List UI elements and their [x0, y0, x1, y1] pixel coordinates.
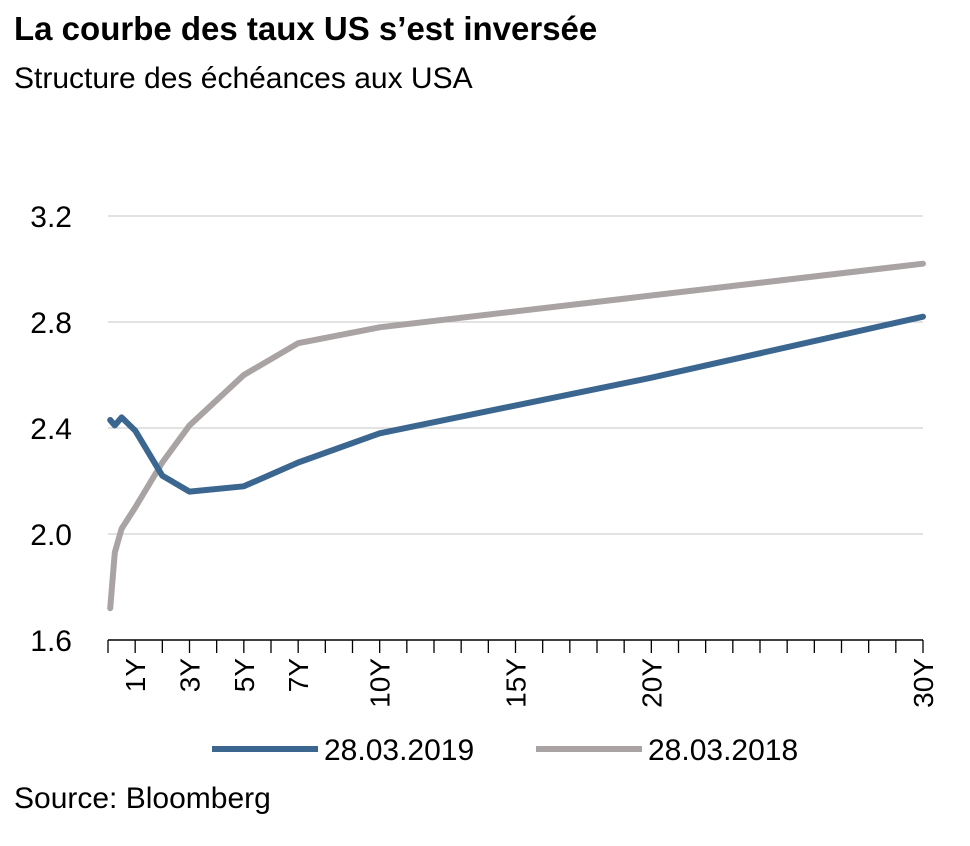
chart-subtitle: Structure des échéances aux USA [14, 62, 473, 95]
x-tick-label: 3Y [175, 658, 206, 693]
series-line [107, 260, 926, 612]
x-axis: 1Y 3Y 5Y 7Y 10Y 15Y 20Y 30Y [107, 639, 939, 708]
x-tick-label: 15Y [501, 658, 532, 708]
x-tick-label: 5Y [229, 658, 260, 693]
legend-label: 28.03.2019 [324, 734, 474, 767]
source-note: Source: Bloomberg [14, 782, 271, 815]
y-tick-label: 2.0 [30, 519, 72, 552]
series-lines [107, 260, 926, 612]
series-line [107, 313, 926, 495]
y-tick-label: 3.2 [30, 201, 72, 234]
y-tick-label: 2.4 [30, 413, 72, 446]
x-tick-label: 30Y [908, 658, 939, 708]
y-axis-ticks: 1.6 2.0 2.4 2.8 3.2 [30, 201, 72, 658]
y-tick-label: 1.6 [30, 625, 72, 658]
chart-title: La courbe des taux US s’est inversée [14, 10, 598, 47]
x-tick-label: 20Y [636, 658, 667, 708]
y-tick-label: 2.8 [30, 307, 72, 340]
gridlines [108, 215, 923, 535]
x-tick-label: 10Y [365, 658, 396, 708]
legend: 28.03.2019 28.03.2018 [212, 734, 798, 767]
x-tick-label: 1Y [120, 658, 151, 693]
legend-label: 28.03.2018 [648, 734, 798, 767]
x-tick-label: 7Y [283, 658, 314, 693]
